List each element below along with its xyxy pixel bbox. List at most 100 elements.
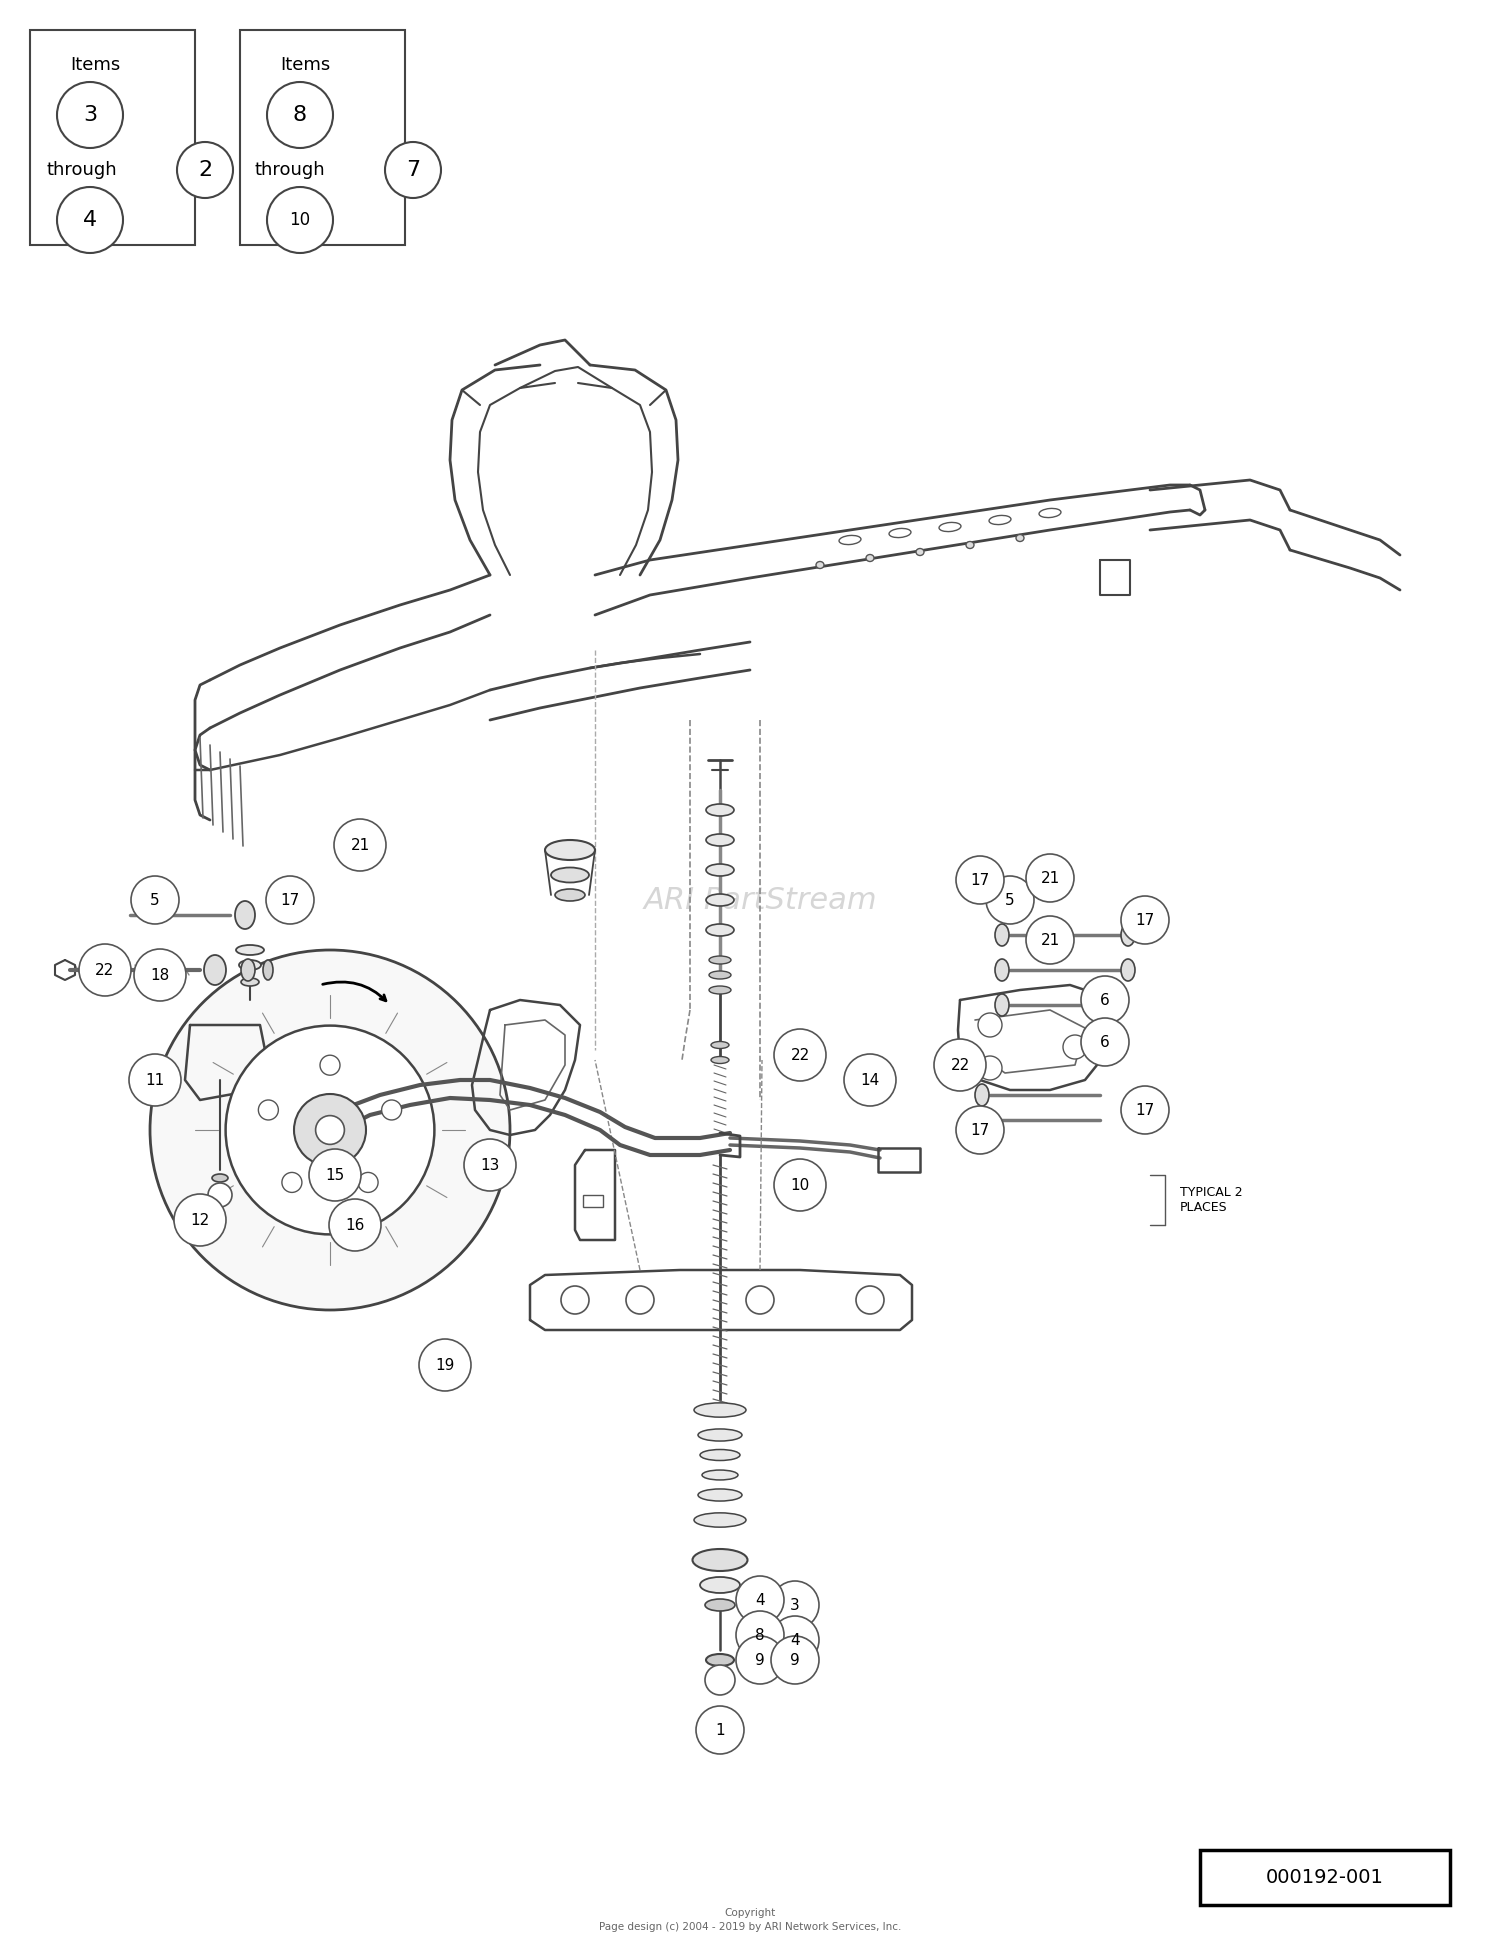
Ellipse shape <box>988 515 1011 525</box>
Circle shape <box>267 187 333 253</box>
Circle shape <box>746 1287 774 1314</box>
Text: 4: 4 <box>82 210 98 229</box>
Circle shape <box>1120 896 1168 945</box>
Circle shape <box>57 82 123 148</box>
Ellipse shape <box>1120 958 1136 982</box>
Circle shape <box>386 142 441 198</box>
Circle shape <box>150 951 510 1310</box>
Ellipse shape <box>262 960 273 980</box>
Text: Copyright
Page design (c) 2004 - 2019 by ARI Network Services, Inc.: Copyright Page design (c) 2004 - 2019 by… <box>598 1907 902 1932</box>
Text: ARI PartStream: ARI PartStream <box>644 886 878 914</box>
Text: 9: 9 <box>790 1652 800 1668</box>
Circle shape <box>561 1287 590 1314</box>
Text: 4: 4 <box>754 1592 765 1608</box>
Ellipse shape <box>1112 993 1125 1017</box>
Ellipse shape <box>236 945 264 955</box>
Circle shape <box>771 1615 819 1664</box>
Ellipse shape <box>555 888 585 900</box>
Text: 22: 22 <box>96 962 114 978</box>
Ellipse shape <box>698 1429 742 1441</box>
Ellipse shape <box>890 529 910 538</box>
Circle shape <box>258 1100 279 1120</box>
Ellipse shape <box>693 1549 747 1571</box>
Ellipse shape <box>706 894 734 906</box>
Ellipse shape <box>706 805 734 816</box>
Ellipse shape <box>865 554 874 562</box>
Text: 5: 5 <box>150 892 160 908</box>
Text: 13: 13 <box>480 1157 500 1172</box>
Ellipse shape <box>706 1654 734 1666</box>
Text: through: through <box>46 161 117 179</box>
Text: 16: 16 <box>345 1217 364 1232</box>
Circle shape <box>320 1056 340 1075</box>
Text: 8: 8 <box>292 105 308 124</box>
Ellipse shape <box>710 956 730 964</box>
Ellipse shape <box>1120 923 1136 947</box>
Text: 17: 17 <box>1136 912 1155 927</box>
Text: 2: 2 <box>198 159 211 181</box>
Text: 12: 12 <box>190 1213 210 1227</box>
Ellipse shape <box>211 1174 228 1182</box>
Text: TYPICAL 2
PLACES: TYPICAL 2 PLACES <box>1180 1186 1242 1213</box>
Text: through: through <box>255 161 326 179</box>
Text: 22: 22 <box>790 1048 810 1063</box>
Circle shape <box>80 945 130 995</box>
Ellipse shape <box>705 1600 735 1612</box>
Ellipse shape <box>698 1489 742 1501</box>
Circle shape <box>174 1194 226 1246</box>
Ellipse shape <box>550 867 590 883</box>
Ellipse shape <box>975 1085 988 1106</box>
Circle shape <box>381 1100 402 1120</box>
Text: 7: 7 <box>406 159 420 181</box>
Circle shape <box>309 1149 362 1201</box>
Ellipse shape <box>238 960 261 970</box>
Ellipse shape <box>710 986 730 993</box>
Circle shape <box>464 1139 516 1192</box>
Text: 5: 5 <box>1005 892 1016 908</box>
Ellipse shape <box>916 548 924 556</box>
Text: 21: 21 <box>1041 871 1059 886</box>
Circle shape <box>978 1056 1002 1081</box>
Circle shape <box>844 1054 895 1106</box>
Circle shape <box>774 1028 826 1081</box>
Circle shape <box>315 1116 345 1145</box>
Circle shape <box>328 1199 381 1252</box>
Text: Items: Items <box>280 56 330 74</box>
Ellipse shape <box>700 1577 740 1592</box>
Ellipse shape <box>236 900 255 929</box>
Bar <box>30 29 195 245</box>
Circle shape <box>267 82 333 148</box>
Ellipse shape <box>242 958 255 982</box>
Ellipse shape <box>710 970 730 980</box>
Ellipse shape <box>242 978 260 986</box>
Circle shape <box>419 1339 471 1392</box>
Ellipse shape <box>700 1450 740 1460</box>
Text: 18: 18 <box>150 968 170 982</box>
Ellipse shape <box>204 955 226 986</box>
Circle shape <box>177 142 232 198</box>
Circle shape <box>956 855 1004 904</box>
Circle shape <box>334 818 386 871</box>
Circle shape <box>1120 1087 1168 1133</box>
Text: 21: 21 <box>1041 933 1059 947</box>
Circle shape <box>1026 853 1074 902</box>
Text: 17: 17 <box>280 892 300 908</box>
Circle shape <box>225 1026 435 1234</box>
Text: 8: 8 <box>754 1627 765 1643</box>
Ellipse shape <box>706 923 734 935</box>
Ellipse shape <box>994 958 1010 982</box>
Text: 22: 22 <box>951 1058 969 1073</box>
Text: 3: 3 <box>82 105 98 124</box>
Circle shape <box>1064 1034 1088 1059</box>
Text: 9: 9 <box>754 1652 765 1668</box>
Ellipse shape <box>966 542 974 548</box>
Circle shape <box>696 1707 744 1753</box>
Circle shape <box>282 1172 302 1192</box>
Circle shape <box>986 877 1033 923</box>
Circle shape <box>266 877 314 923</box>
Ellipse shape <box>711 1056 729 1063</box>
Bar <box>584 1196 603 1207</box>
Ellipse shape <box>994 923 1010 947</box>
Text: 17: 17 <box>970 873 990 888</box>
Ellipse shape <box>839 535 861 544</box>
